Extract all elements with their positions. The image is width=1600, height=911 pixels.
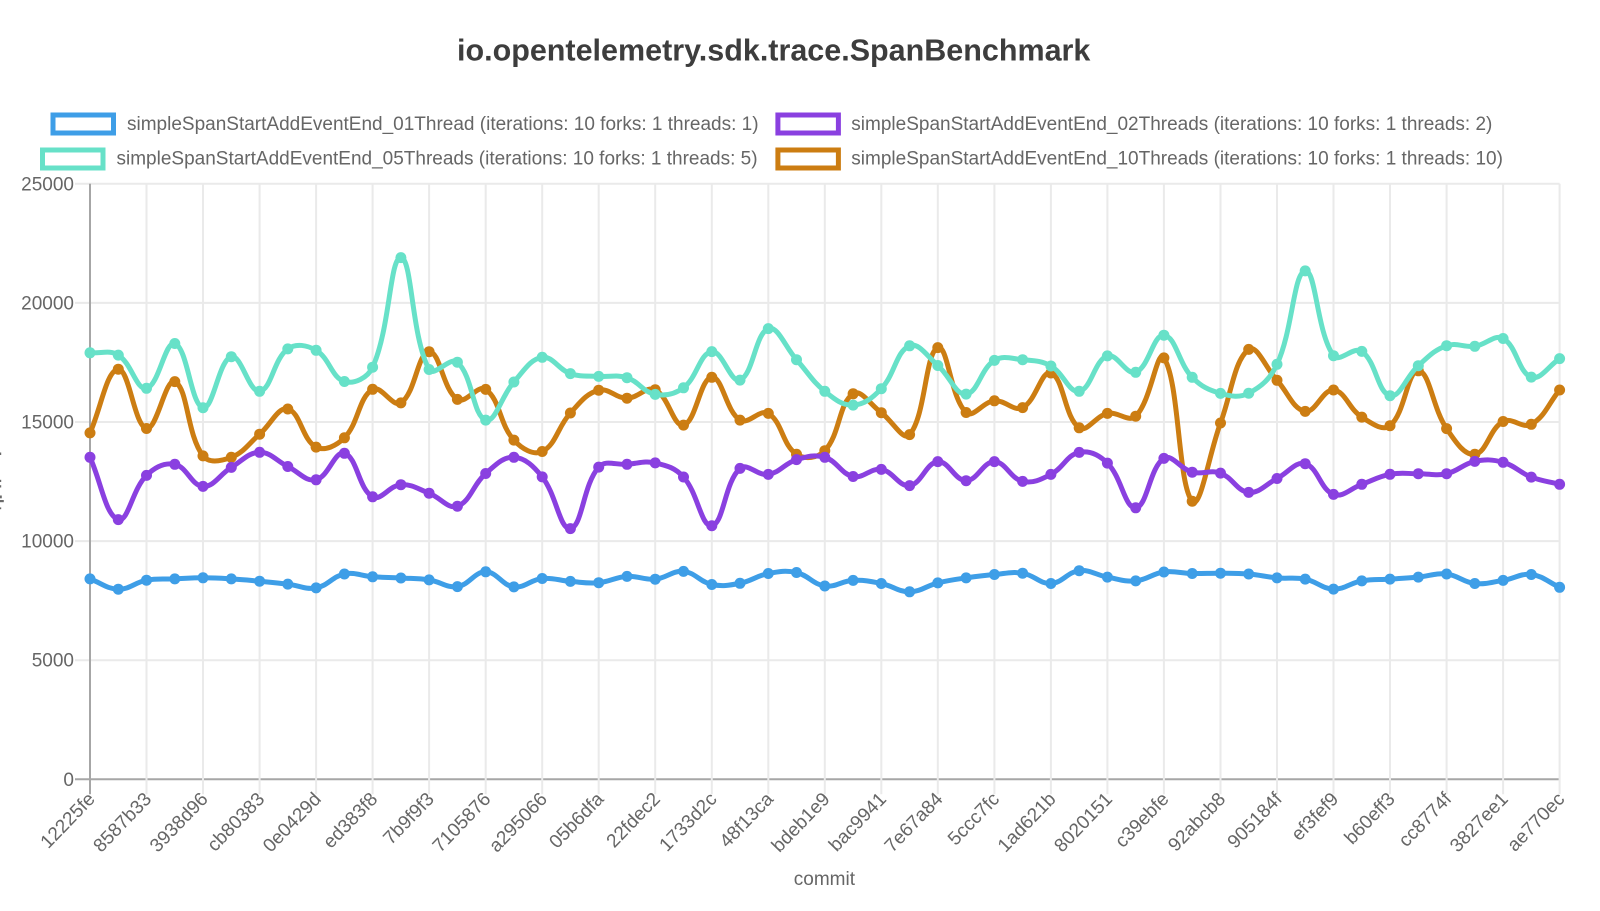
svg-text:commit: commit — [794, 869, 856, 890]
svg-text:simpleSpanStartAddEventEnd_05T: simpleSpanStartAddEventEnd_05Threads (it… — [117, 149, 758, 170]
svg-text:10000: 10000 — [21, 532, 74, 553]
svg-text:0: 0 — [63, 770, 74, 791]
svg-text:simpleSpanStartAddEventEnd_02T: simpleSpanStartAddEventEnd_02Threads (it… — [851, 114, 1492, 135]
svg-text:simpleSpanStartAddEventEnd_01T: simpleSpanStartAddEventEnd_01Thread (ite… — [127, 114, 759, 135]
svg-text:15000: 15000 — [21, 413, 74, 434]
svg-text:25000: 25000 — [21, 174, 74, 195]
svg-text:simpleSpanStartAddEventEnd_10T: simpleSpanStartAddEventEnd_10Threads (it… — [851, 149, 1503, 170]
svg-text:5000: 5000 — [32, 651, 74, 672]
svg-text:io.opentelemetry.sdk.trace.Spa: io.opentelemetry.sdk.trace.SpanBenchmark — [457, 34, 1090, 68]
svg-text:20000: 20000 — [21, 293, 74, 314]
